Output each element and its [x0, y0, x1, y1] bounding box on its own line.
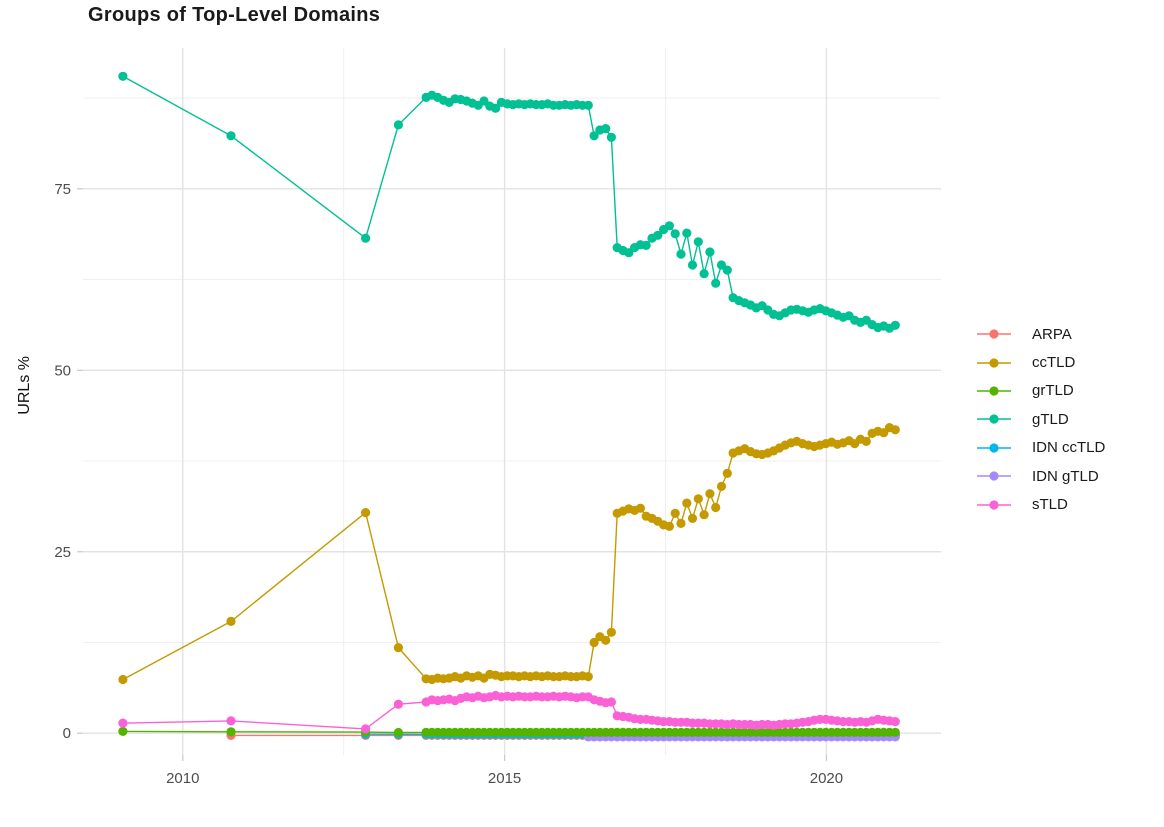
data-point-gtld	[606, 132, 617, 142]
series-grtld	[118, 726, 900, 738]
data-point-cctld	[601, 635, 611, 645]
legend-item-gtld: gTLD	[976, 405, 1105, 433]
legend-marker-cctld	[977, 357, 1011, 368]
legend: ARPA ccTLD grTLD gTLD IDN ccTLD IDN gTLD sTLD	[976, 320, 1105, 519]
series-cctld	[118, 423, 900, 685]
axis-labels: 2010 2015 2020 0 25 50 75	[54, 181, 843, 787]
legend-item-stld: sTLD	[976, 490, 1105, 518]
data-point-gtld	[118, 71, 128, 81]
legend-marker-stld	[977, 499, 1011, 510]
data-point-cctld	[716, 481, 727, 491]
data-point-gtld	[693, 237, 703, 247]
legend-marker-gtld	[977, 414, 1011, 424]
x-tick-label: 2015	[488, 770, 521, 787]
data-point-gtld	[705, 247, 715, 257]
legend-marker-idn-gtld	[977, 471, 1011, 481]
data-point-cctld	[361, 507, 371, 518]
legend-label-gtld: gTLD	[1032, 410, 1069, 428]
chart-title: Groups of Top-Level Domains	[88, 4, 381, 26]
y-tick-label: 50	[54, 362, 71, 379]
data-point-gtld	[722, 265, 732, 275]
major-gridlines	[83, 48, 941, 755]
data-point-cctld	[687, 513, 698, 524]
legend-label-grtld: grTLD	[1032, 382, 1074, 400]
data-point-cctld	[861, 436, 871, 446]
legend-item-idn-gtld: IDN gTLD	[976, 462, 1105, 490]
series-stld	[118, 690, 900, 734]
y-tick-label: 0	[63, 725, 71, 742]
data-point-gtld	[361, 233, 371, 243]
data-point-stld	[606, 697, 617, 707]
data-point-cctld	[226, 616, 236, 627]
data-point-cctld	[606, 627, 617, 637]
data-point-gtld	[670, 229, 680, 239]
data-point-grtld	[226, 727, 236, 737]
data-point-cctld	[722, 468, 732, 478]
legend-label-cctld: ccTLD	[1032, 354, 1076, 372]
y-tick-label: 75	[54, 181, 71, 198]
legend-label-idn-gtld: IDN gTLD	[1032, 467, 1099, 485]
data-point-stld	[393, 699, 403, 709]
data-point-gtld	[687, 260, 698, 270]
data-point-gtld	[890, 320, 900, 330]
data-point-cctld	[670, 508, 680, 518]
data-point-gtld	[641, 240, 651, 250]
data-point-cctld	[583, 672, 593, 682]
data-point-cctld	[705, 489, 715, 499]
data-point-gtld	[491, 103, 501, 113]
legend-item-grtld: grTLD	[976, 377, 1105, 405]
data-point-gtld	[393, 120, 403, 130]
data-point-cctld	[118, 674, 128, 685]
data-point-grtld	[393, 727, 403, 738]
y-tick-label: 25	[54, 544, 71, 561]
data-point-cctld	[711, 502, 721, 513]
data-point-gtld	[589, 131, 599, 141]
data-point-stld	[361, 724, 371, 734]
legend-marker-arpa	[977, 329, 1011, 339]
data-point-gtld	[676, 249, 686, 259]
data-point-cctld	[676, 518, 686, 529]
data-point-gtld	[653, 230, 663, 240]
data-point-cctld	[664, 521, 675, 532]
legend-marker-idn-cctld	[977, 443, 1011, 453]
legend-item-cctld: ccTLD	[976, 348, 1105, 376]
legend-item-arpa: ARPA	[976, 320, 1105, 348]
data-point-gtld	[601, 124, 611, 134]
data-point-cctld	[682, 498, 692, 508]
data-point-gtld	[682, 228, 692, 238]
x-tick-label: 2010	[166, 770, 199, 787]
data-point-stld	[226, 716, 236, 726]
data-point-cctld	[693, 494, 703, 504]
legend-label-idn-cctld: IDN ccTLD	[1032, 439, 1106, 457]
data-point-cctld	[890, 425, 900, 435]
data-point-stld	[118, 718, 128, 728]
data-point-gtld	[583, 100, 593, 110]
data-point-stld	[890, 717, 900, 727]
data-point-cctld	[589, 637, 599, 648]
legend-label-stld: sTLD	[1032, 496, 1068, 514]
x-tick-label: 2020	[810, 770, 843, 787]
data-point-cctld	[699, 510, 709, 520]
data-point-cctld	[635, 503, 646, 513]
data-point-grtld	[890, 727, 900, 738]
series-gtld	[118, 71, 900, 333]
data-point-gtld	[711, 278, 721, 288]
legend-label-arpa: ARPA	[1032, 325, 1072, 343]
data-point-gtld	[664, 221, 675, 231]
data-point-grtld	[118, 726, 128, 737]
legend-marker-grtld	[977, 386, 1011, 396]
data-point-gtld	[226, 131, 236, 141]
minor-gridlines	[83, 48, 941, 755]
data-point-gtld	[699, 269, 709, 279]
legend-item-idn-cctld: IDN ccTLD	[976, 434, 1105, 462]
data-point-cctld	[393, 643, 403, 653]
